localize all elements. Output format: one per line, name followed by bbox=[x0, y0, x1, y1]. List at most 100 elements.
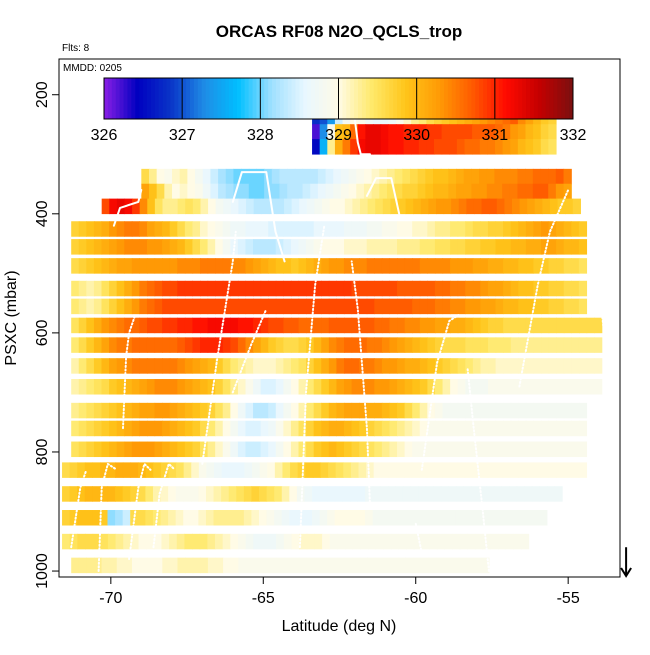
colorbar-swatch bbox=[166, 78, 171, 119]
heatmap-cell bbox=[184, 239, 194, 255]
heatmap-cell bbox=[394, 183, 403, 200]
colorbar-swatch bbox=[201, 78, 207, 119]
heatmap-cell bbox=[403, 124, 412, 140]
heatmap-cell bbox=[358, 462, 367, 478]
y-tick-label: 1000 bbox=[34, 553, 51, 589]
colorbar-swatch bbox=[162, 78, 168, 119]
heatmap-cell bbox=[495, 337, 504, 353]
colorbar-swatch bbox=[471, 78, 476, 119]
heatmap-cell bbox=[505, 533, 514, 550]
heatmap-cell bbox=[434, 221, 444, 237]
heatmap-cell bbox=[494, 168, 503, 185]
heatmap-cell bbox=[450, 358, 459, 374]
heatmap-cell bbox=[373, 139, 382, 155]
heatmap-cell bbox=[464, 139, 473, 155]
heatmap-cell bbox=[313, 298, 322, 315]
heatmap-cell bbox=[71, 557, 80, 574]
heatmap-cell bbox=[357, 139, 367, 155]
colorbar-swatch bbox=[213, 78, 218, 119]
heatmap-cell bbox=[207, 441, 216, 458]
heatmap-cell bbox=[268, 402, 277, 419]
heatmap-cell bbox=[321, 337, 330, 353]
heatmap-cell bbox=[207, 298, 216, 315]
heatmap-cell bbox=[494, 124, 504, 140]
heatmap-cell bbox=[302, 183, 311, 200]
heatmap-cell bbox=[548, 317, 557, 334]
heatmap-cell bbox=[169, 221, 178, 237]
heatmap-cell bbox=[153, 462, 162, 478]
heatmap-cell bbox=[268, 557, 277, 574]
heatmap-cell bbox=[222, 280, 231, 297]
heatmap-cell bbox=[99, 510, 109, 526]
heatmap-cell bbox=[184, 317, 194, 334]
heatmap-cell bbox=[503, 317, 512, 334]
heatmap-cell bbox=[154, 317, 163, 334]
heatmap-cell bbox=[488, 337, 497, 353]
flight-profile-line bbox=[585, 194, 612, 394]
heatmap-cell bbox=[532, 168, 542, 185]
heatmap-cell bbox=[389, 402, 398, 419]
heatmap-cell bbox=[245, 557, 255, 574]
heatmap-cell bbox=[563, 337, 572, 353]
heatmap-cell bbox=[382, 198, 392, 215]
heatmap-cell bbox=[531, 486, 540, 502]
heatmap-cell bbox=[327, 124, 336, 140]
heatmap-cell bbox=[450, 258, 459, 274]
heatmap-cell bbox=[107, 510, 116, 526]
heatmap-cell bbox=[215, 379, 224, 395]
heatmap-cell bbox=[124, 317, 133, 334]
heatmap-cell bbox=[184, 533, 193, 550]
heatmap-cell bbox=[533, 280, 542, 297]
heatmap-cell bbox=[77, 486, 86, 502]
heatmap-cell bbox=[334, 124, 344, 140]
heatmap-cell bbox=[169, 533, 178, 550]
heatmap-cell bbox=[245, 420, 254, 437]
heatmap-cell bbox=[78, 358, 87, 374]
colorbar-swatch bbox=[268, 78, 273, 119]
heatmap-cell bbox=[440, 183, 449, 200]
heatmap-cell bbox=[466, 557, 475, 574]
heatmap-cell bbox=[256, 183, 265, 200]
flights-label: Flts: 8 bbox=[62, 43, 90, 54]
heatmap-cell bbox=[131, 402, 140, 419]
heatmap-cell bbox=[472, 379, 482, 395]
heatmap-cell bbox=[154, 298, 163, 315]
heatmap-cell bbox=[410, 510, 419, 526]
heatmap-cell bbox=[548, 298, 557, 315]
flight-profile-line bbox=[97, 462, 118, 572]
heatmap-cell bbox=[508, 510, 518, 526]
heatmap-cell bbox=[386, 168, 396, 185]
colorbar-swatch bbox=[459, 78, 465, 119]
heatmap-cell bbox=[555, 168, 565, 185]
colorbar-swatch bbox=[365, 78, 371, 119]
heatmap-cell bbox=[456, 168, 465, 185]
heatmap-cell bbox=[516, 510, 525, 526]
heatmap-cell bbox=[306, 557, 315, 574]
heatmap-cell bbox=[71, 258, 80, 274]
heatmap-cell bbox=[359, 298, 368, 315]
heatmap-cell bbox=[359, 239, 368, 255]
heatmap-cell bbox=[374, 441, 383, 458]
heatmap-cell bbox=[563, 280, 572, 297]
heatmap-cell bbox=[397, 358, 406, 374]
heatmap-cell bbox=[154, 258, 163, 274]
heatmap-cell bbox=[149, 183, 158, 200]
heatmap-cell bbox=[321, 258, 330, 274]
heatmap-cell bbox=[276, 557, 285, 574]
heatmap-cell bbox=[275, 358, 284, 374]
heatmap-cell bbox=[487, 402, 497, 419]
heatmap-cell bbox=[146, 317, 156, 334]
colorbar-swatch bbox=[115, 78, 121, 119]
heatmap-cell bbox=[571, 379, 580, 395]
heatmap-cell bbox=[510, 124, 519, 140]
heatmap-cell bbox=[253, 239, 262, 255]
heatmap-cell bbox=[404, 379, 413, 395]
colorbar-swatch bbox=[510, 78, 515, 119]
heatmap-cell bbox=[147, 198, 156, 215]
heatmap-cell bbox=[419, 358, 428, 374]
heatmap-cell bbox=[139, 221, 148, 237]
colorbar-tick-label: 328 bbox=[247, 127, 274, 144]
heatmap-cell bbox=[169, 298, 178, 315]
heatmap-cell bbox=[294, 183, 304, 200]
colorbar-swatch bbox=[111, 78, 117, 119]
